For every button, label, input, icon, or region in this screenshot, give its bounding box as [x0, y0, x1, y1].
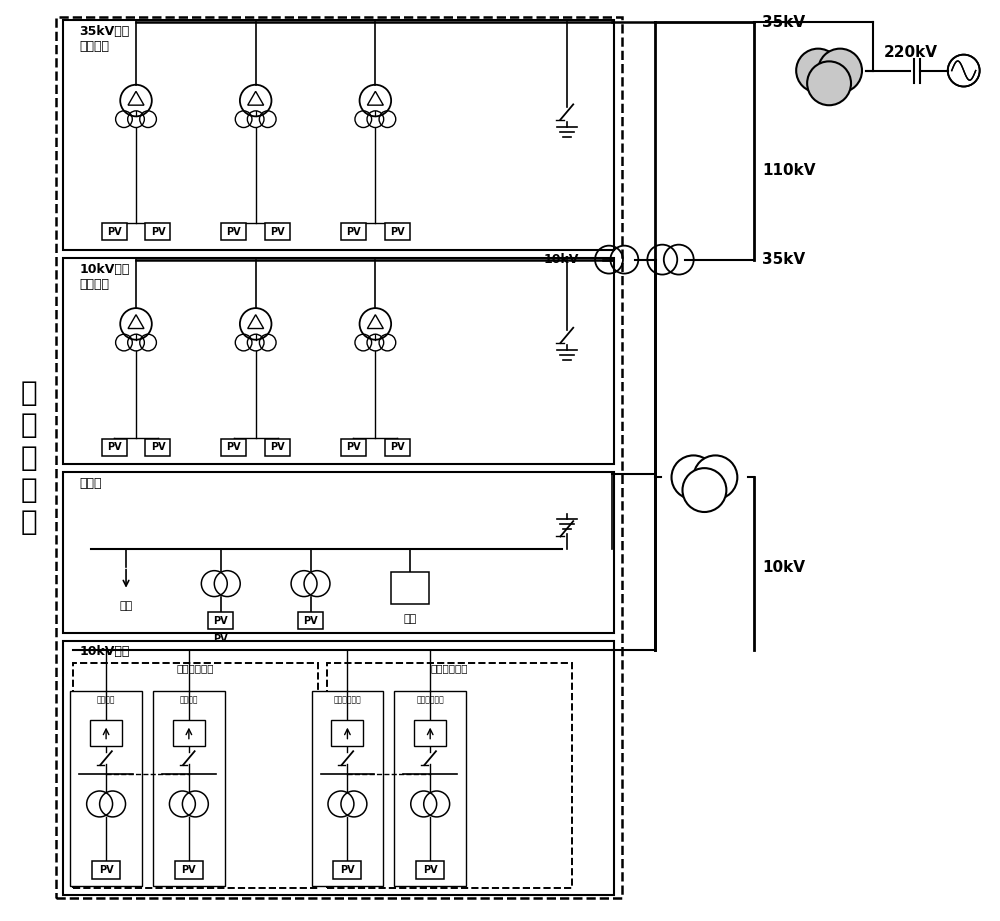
- Text: PV: PV: [390, 227, 405, 237]
- Text: PV: PV: [151, 442, 165, 452]
- Bar: [145, 223, 170, 240]
- Bar: [63, 472, 614, 634]
- Text: 村级虚拟电站: 村级虚拟电站: [416, 695, 444, 705]
- Bar: [341, 223, 366, 240]
- Bar: [331, 720, 363, 746]
- Text: 220kV: 220kV: [884, 45, 938, 60]
- Bar: [63, 258, 614, 464]
- Text: PV: PV: [340, 865, 355, 875]
- Bar: [90, 720, 122, 746]
- Text: 就地消纳集群: 就地消纳集群: [177, 663, 214, 673]
- Text: PV: PV: [270, 442, 285, 452]
- Bar: [145, 438, 170, 456]
- Circle shape: [818, 49, 862, 92]
- Bar: [327, 663, 572, 888]
- Text: 35kV: 35kV: [762, 15, 805, 29]
- Text: 虚拟电站: 虚拟电站: [97, 695, 115, 705]
- Text: 35kV: 35kV: [762, 252, 805, 267]
- Circle shape: [672, 455, 715, 499]
- Text: PV: PV: [107, 227, 121, 237]
- Text: PV: PV: [213, 615, 228, 625]
- Text: PV: PV: [346, 442, 361, 452]
- Text: PV: PV: [99, 865, 113, 875]
- Bar: [92, 861, 120, 879]
- Circle shape: [796, 49, 840, 92]
- Text: PV: PV: [226, 227, 241, 237]
- Bar: [341, 438, 366, 456]
- Text: PV: PV: [390, 442, 405, 452]
- Bar: [70, 692, 142, 886]
- Bar: [312, 692, 383, 886]
- Bar: [175, 861, 203, 879]
- Circle shape: [682, 468, 726, 512]
- Text: 虚拟电站: 虚拟电站: [180, 695, 198, 705]
- Text: 10kV: 10kV: [762, 560, 805, 575]
- Text: 110kV: 110kV: [762, 163, 816, 179]
- Text: PV: PV: [226, 442, 241, 452]
- Text: 10kV专线
光伏电站: 10kV专线 光伏电站: [79, 262, 130, 291]
- Bar: [265, 438, 290, 456]
- Bar: [173, 720, 205, 746]
- Bar: [298, 612, 323, 629]
- Bar: [385, 223, 410, 240]
- Bar: [394, 692, 466, 886]
- Bar: [63, 641, 614, 894]
- Circle shape: [807, 62, 851, 105]
- Text: 村级虚拟电站: 村级虚拟电站: [334, 695, 361, 705]
- Bar: [385, 438, 410, 456]
- Bar: [416, 861, 444, 879]
- Bar: [153, 692, 225, 886]
- Text: 10kV: 10kV: [543, 253, 579, 266]
- Text: PV: PV: [346, 227, 361, 237]
- Text: PV: PV: [423, 865, 438, 875]
- Text: PV: PV: [151, 227, 165, 237]
- Bar: [414, 720, 446, 746]
- Text: PV: PV: [270, 227, 285, 237]
- Bar: [63, 20, 614, 250]
- Text: PV: PV: [107, 442, 121, 452]
- Bar: [221, 223, 246, 240]
- Bar: [102, 438, 127, 456]
- Circle shape: [693, 455, 737, 499]
- Text: 就地消纳集群: 就地消纳集群: [431, 663, 468, 673]
- Text: PV: PV: [182, 865, 196, 875]
- Text: 储能: 储能: [404, 613, 417, 624]
- Text: PV: PV: [303, 615, 318, 625]
- Text: 10kV馈线: 10kV馈线: [79, 646, 130, 659]
- Text: 微电网: 微电网: [79, 477, 102, 490]
- Text: 负荷: 负荷: [119, 600, 133, 611]
- Text: 35kV专线
光伏电站: 35kV专线 光伏电站: [79, 25, 129, 53]
- Bar: [102, 223, 127, 240]
- Bar: [56, 17, 622, 898]
- Bar: [391, 572, 429, 603]
- Bar: [221, 438, 246, 456]
- Bar: [73, 663, 318, 888]
- Text: PV: PV: [213, 635, 228, 645]
- Bar: [333, 861, 361, 879]
- Bar: [265, 223, 290, 240]
- Text: 就
近
消
纳
群: 就 近 消 纳 群: [21, 379, 38, 536]
- Bar: [208, 612, 233, 629]
